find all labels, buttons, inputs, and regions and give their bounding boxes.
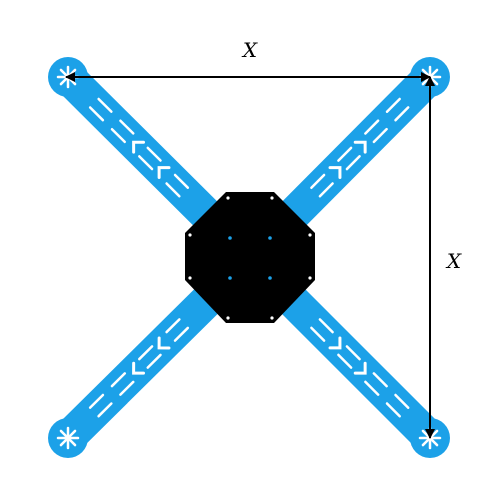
vertical-dimension-label: X — [445, 249, 462, 273]
plate-center-dot — [228, 236, 232, 240]
plate-mount-hole — [226, 196, 229, 199]
plate-mount-hole — [308, 276, 311, 279]
plate-center-dot — [268, 236, 272, 240]
plate-mount-hole — [188, 276, 191, 279]
motor-mount-center-hole — [66, 436, 71, 441]
plate-mount-hole — [308, 233, 311, 236]
plate-mount-hole — [270, 196, 273, 199]
motor-mount — [48, 418, 88, 458]
plate-mount-hole — [226, 316, 229, 319]
plate-center-dot — [268, 276, 272, 280]
plate-mount-hole — [270, 316, 273, 319]
plate-center-dot — [228, 276, 232, 280]
plate-mount-hole — [188, 233, 191, 236]
horizontal-dimension-label: X — [241, 38, 258, 62]
